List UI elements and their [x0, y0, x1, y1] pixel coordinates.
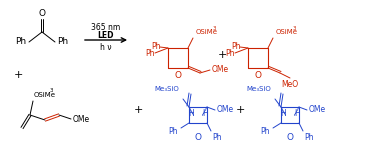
- Text: OMe: OMe: [217, 105, 234, 115]
- Text: Ph: Ph: [304, 132, 314, 141]
- Text: Ph: Ph: [231, 41, 241, 51]
- Text: O: O: [175, 71, 181, 80]
- Text: 3: 3: [293, 27, 296, 32]
- Text: MeO: MeO: [282, 80, 299, 90]
- Text: Ph: Ph: [212, 132, 222, 141]
- Text: O: O: [195, 132, 201, 141]
- Text: O: O: [39, 8, 45, 17]
- Text: Ph: Ph: [145, 49, 155, 58]
- Text: +: +: [133, 105, 143, 115]
- Text: Me₃SiO: Me₃SiO: [154, 86, 179, 92]
- Text: OSiMe: OSiMe: [34, 92, 56, 98]
- Text: 365 nm: 365 nm: [91, 24, 121, 32]
- Text: OSiMe: OSiMe: [196, 29, 218, 35]
- Text: Ph: Ph: [260, 127, 270, 136]
- Text: Ph: Ph: [151, 41, 161, 51]
- Text: O: O: [254, 71, 262, 80]
- Text: Ph: Ph: [225, 49, 235, 58]
- Text: 3: 3: [213, 27, 217, 32]
- Text: Ph: Ph: [168, 127, 178, 136]
- Text: OMe: OMe: [73, 115, 90, 124]
- Text: 3: 3: [50, 88, 54, 93]
- Text: +: +: [217, 50, 227, 60]
- Text: H: H: [188, 109, 194, 117]
- Text: OSiMe: OSiMe: [276, 29, 298, 35]
- Text: H: H: [294, 109, 300, 117]
- Text: H: H: [280, 109, 286, 117]
- Text: Ph: Ph: [15, 37, 26, 46]
- Text: Ph: Ph: [57, 37, 68, 46]
- Text: OMe: OMe: [211, 66, 229, 75]
- Text: OMe: OMe: [308, 105, 325, 115]
- Text: O: O: [287, 132, 293, 141]
- Text: H: H: [202, 109, 208, 117]
- Text: h ν: h ν: [100, 42, 112, 51]
- Text: LED: LED: [98, 31, 114, 39]
- Text: Me₃SiO: Me₃SiO: [246, 86, 271, 92]
- Text: +: +: [235, 105, 245, 115]
- Text: +: +: [13, 70, 23, 80]
